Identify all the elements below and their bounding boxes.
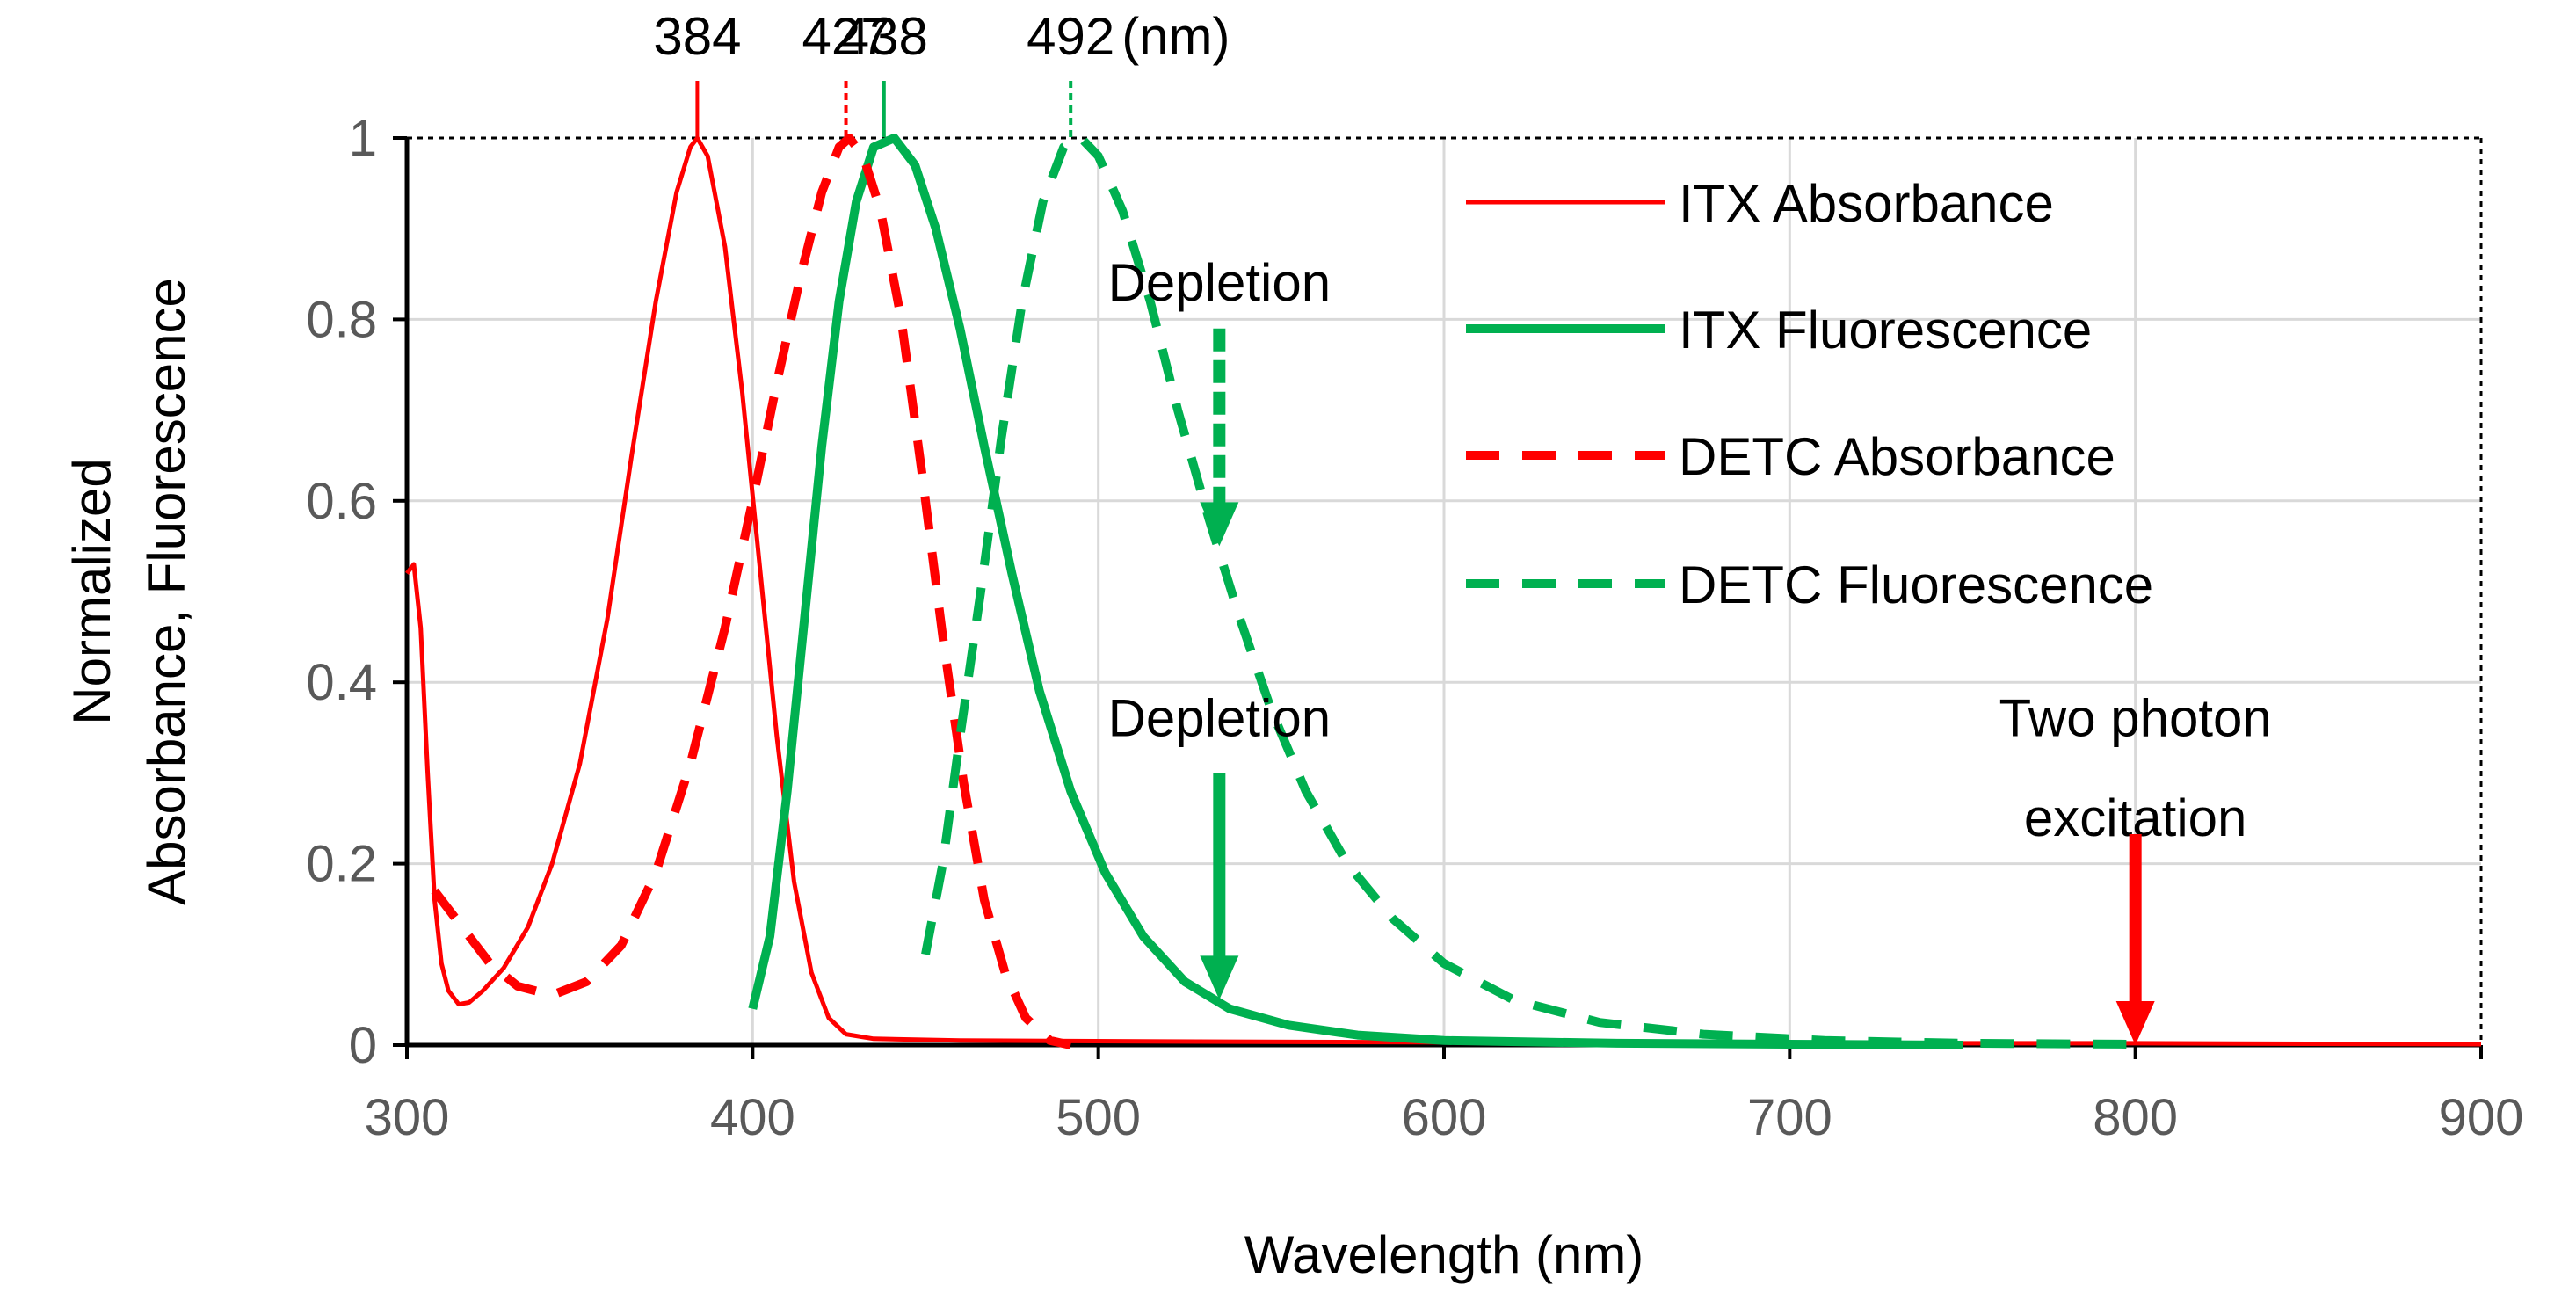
legend-label: DETC Absorbance bbox=[1679, 427, 2115, 486]
peak-label-438: 438 bbox=[840, 7, 928, 66]
x-tick-label: 900 bbox=[2439, 1089, 2524, 1146]
peak-label-384: 384 bbox=[653, 7, 741, 66]
x-tick-label: 600 bbox=[1402, 1089, 1487, 1146]
y-tick-label: 0.6 bbox=[306, 473, 377, 530]
series-line-itx-fluorescence bbox=[748, 134, 1963, 1049]
axes: 300 400 500 600 700 800 900 0 0.2 0.4 0.6 0.8 1 Wavel… bbox=[62, 110, 2523, 1284]
series-line-itx-absorbance bbox=[405, 135, 2482, 1047]
y-tick-label: 0.4 bbox=[306, 654, 377, 711]
legend-label: DETC Fluorescence bbox=[1679, 556, 2153, 614]
peak-unit-label: (nm) bbox=[1121, 7, 1230, 66]
legend-label: ITX Fluorescence bbox=[1679, 301, 2092, 359]
y-axis-title: Normalized Absorbance, Fluorescence bbox=[62, 278, 196, 905]
annotation-arrow-head bbox=[1200, 955, 1239, 1000]
series-line-detc-fluorescence bbox=[921, 134, 2136, 1049]
peak-label-427: 427 bbox=[802, 7, 889, 66]
annotation-arrow-head bbox=[1200, 502, 1239, 547]
annotation-arrow-head bbox=[2115, 1001, 2155, 1045]
x-tick-label: 800 bbox=[2093, 1089, 2178, 1146]
x-tick-label: 300 bbox=[365, 1089, 450, 1146]
x-tick-label: 500 bbox=[1056, 1089, 1141, 1146]
annotation-text: Two photon bbox=[1999, 688, 2272, 747]
annotation-text: Depletion bbox=[1108, 253, 1332, 312]
peak-label-492: 492 bbox=[1027, 7, 1114, 66]
legend: ITX Absorbance ITX Fluorescence DETC Absor… bbox=[1466, 174, 2153, 614]
series-lines bbox=[405, 134, 2482, 1049]
y-tick-label: 0 bbox=[349, 1017, 377, 1074]
y-axis-title-line: Absorbance, Fluorescence bbox=[137, 278, 196, 905]
gridlines bbox=[407, 138, 2481, 1045]
y-tick-label: 0.8 bbox=[306, 291, 377, 348]
y-axis-title-line: Normalized bbox=[62, 458, 121, 724]
series-line-detc-absorbance bbox=[431, 134, 1072, 1049]
x-tick-label: 700 bbox=[1747, 1089, 1832, 1146]
annotation-text: Depletion bbox=[1108, 688, 1332, 747]
x-axis-title: Wavelength (nm) bbox=[1244, 1225, 1644, 1284]
y-tick-label: 0.2 bbox=[306, 836, 377, 893]
legend-label: ITX Absorbance bbox=[1679, 174, 2054, 233]
y-tick-label: 1 bbox=[349, 110, 377, 167]
x-tick-label: 400 bbox=[710, 1089, 795, 1146]
